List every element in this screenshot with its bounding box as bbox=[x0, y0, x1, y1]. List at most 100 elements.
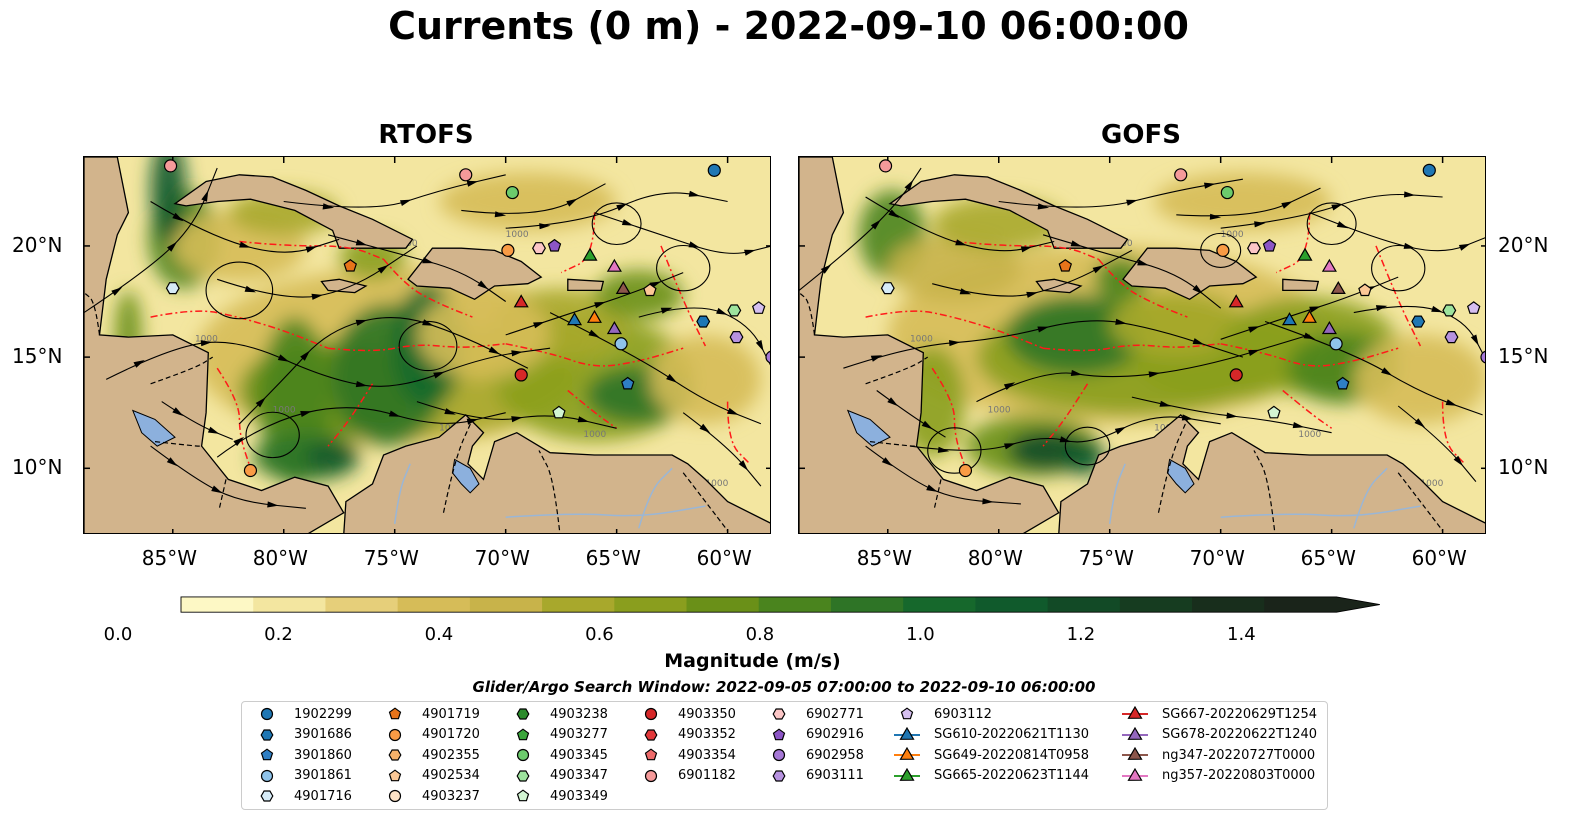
streamline-arrow bbox=[477, 280, 489, 290]
streamline-arrow bbox=[926, 484, 938, 492]
legend-entry: SG678-20220622T1240 bbox=[1122, 726, 1318, 743]
streamline-arrow bbox=[716, 307, 728, 315]
float-marker bbox=[1358, 283, 1372, 297]
legend-entry: 4903237 bbox=[382, 788, 480, 804]
legend-symbol bbox=[260, 790, 274, 802]
legend-entry: 6902958 bbox=[766, 747, 864, 763]
streamline-arrow bbox=[422, 319, 434, 326]
streamline-arrow bbox=[699, 423, 711, 433]
legend-marker-icon bbox=[638, 706, 664, 722]
legend-label: 6902958 bbox=[806, 747, 864, 763]
lon-tick-label: 85°W bbox=[141, 546, 197, 570]
colorbar-segment bbox=[614, 596, 687, 613]
lat-tick-label-left: 10°N bbox=[12, 455, 63, 480]
colorbar-segment bbox=[903, 596, 976, 613]
float-marker bbox=[1216, 243, 1230, 257]
streamline-arrow bbox=[1375, 305, 1388, 312]
lat-tick-label-left: 15°N bbox=[12, 344, 63, 369]
legend-label: SG667-20220629T1254 bbox=[1162, 706, 1318, 722]
colorbar-segment bbox=[1264, 596, 1337, 613]
legend-symbol bbox=[260, 769, 274, 782]
streamline-arrow bbox=[955, 239, 967, 246]
legend-entry: 4903277 bbox=[510, 727, 608, 743]
lat-tick-label-left: 20°N bbox=[12, 232, 63, 257]
lake-polygon bbox=[846, 409, 891, 447]
float-marker bbox=[343, 258, 358, 272]
float-marker bbox=[1411, 315, 1426, 328]
eez-boundary bbox=[505, 343, 684, 367]
streamline-arrow bbox=[1126, 199, 1138, 206]
streamline-arrow bbox=[1070, 240, 1083, 247]
streamline bbox=[216, 407, 506, 458]
float-marker bbox=[606, 320, 622, 335]
legend-label: SG678-20220622T1240 bbox=[1162, 727, 1318, 742]
country-border bbox=[150, 356, 214, 385]
lon-tick-label: 65°W bbox=[585, 546, 641, 570]
eddy-streamline bbox=[1371, 244, 1426, 292]
legend-marker-icon bbox=[254, 768, 280, 784]
legend-symbol bbox=[900, 707, 914, 720]
eez-boundary bbox=[567, 389, 618, 429]
legend-marker-icon bbox=[638, 727, 664, 743]
streamline-arrow bbox=[305, 246, 318, 253]
legend-entry: 4903352 bbox=[638, 727, 736, 743]
lon-tick-label: 80°W bbox=[252, 546, 308, 570]
legend-symbol bbox=[516, 769, 530, 782]
panel-title-gofs: GOFS bbox=[1101, 120, 1181, 150]
streamline-arrow bbox=[1381, 367, 1393, 376]
streamline-arrow bbox=[388, 410, 401, 417]
streamline-arrow bbox=[621, 219, 634, 226]
legend-entry: 4903345 bbox=[510, 747, 608, 763]
float-marker bbox=[1228, 294, 1244, 308]
float-marker bbox=[1336, 376, 1350, 390]
streamline-arrow bbox=[355, 319, 368, 326]
legend-marker-icon bbox=[382, 768, 408, 784]
streamline-arrow bbox=[1003, 382, 1016, 390]
panel-title-rtofs: RTOFS bbox=[378, 120, 474, 150]
search-window-text: Glider/Argo Search Window: 2022-09-05 07… bbox=[472, 678, 1096, 696]
eez-boundary bbox=[1098, 258, 1188, 318]
current-speed-patch bbox=[1005, 294, 1148, 375]
streamline-arrow bbox=[533, 321, 545, 329]
colorbar-tick-label: 0.4 bbox=[424, 624, 454, 645]
legend-marker-icon bbox=[254, 727, 280, 743]
river-line bbox=[505, 505, 706, 518]
river-line bbox=[638, 467, 673, 529]
streamline-arrow bbox=[1037, 326, 1049, 333]
streamline-arrow bbox=[1404, 191, 1416, 198]
legend-entry: 4903350 bbox=[638, 706, 736, 722]
streamline-arrow bbox=[494, 211, 507, 218]
legend-symbol bbox=[772, 708, 786, 720]
float-marker bbox=[729, 331, 744, 344]
current-speed-patch bbox=[416, 290, 551, 380]
eez-boundary bbox=[383, 258, 473, 318]
float-marker bbox=[958, 463, 973, 478]
streamline-arrow bbox=[1137, 259, 1149, 266]
legend-entry: 4901716 bbox=[254, 788, 352, 804]
colorbar-segment bbox=[1192, 596, 1265, 613]
float-marker bbox=[165, 282, 180, 295]
eez-boundary bbox=[865, 310, 1044, 349]
eez-boundary bbox=[726, 401, 751, 465]
streamline-arrow bbox=[1192, 338, 1205, 345]
streamline-arrow bbox=[400, 199, 412, 206]
float-marker bbox=[1262, 238, 1277, 252]
legend-symbol bbox=[260, 707, 274, 721]
colorbar-segment bbox=[830, 596, 904, 613]
eddy-streamline bbox=[1064, 426, 1111, 466]
eez-boundary bbox=[660, 245, 707, 347]
streamline-arrow bbox=[239, 241, 251, 248]
legend-label: 4903345 bbox=[550, 747, 608, 763]
float-marker bbox=[1422, 163, 1436, 177]
float-marker bbox=[566, 312, 583, 326]
legend-symbol bbox=[644, 707, 658, 721]
float-marker bbox=[1229, 368, 1243, 382]
streamline-arrow bbox=[1059, 436, 1072, 443]
lon-tick-label: 70°W bbox=[1189, 546, 1245, 570]
streamline-arrow bbox=[738, 460, 749, 471]
legend-label: SG610-20220621T1130 bbox=[934, 727, 1090, 742]
streamline-arrow bbox=[1403, 242, 1416, 249]
float-marker bbox=[765, 350, 770, 364]
legend-entry: 4902534 bbox=[382, 768, 480, 784]
